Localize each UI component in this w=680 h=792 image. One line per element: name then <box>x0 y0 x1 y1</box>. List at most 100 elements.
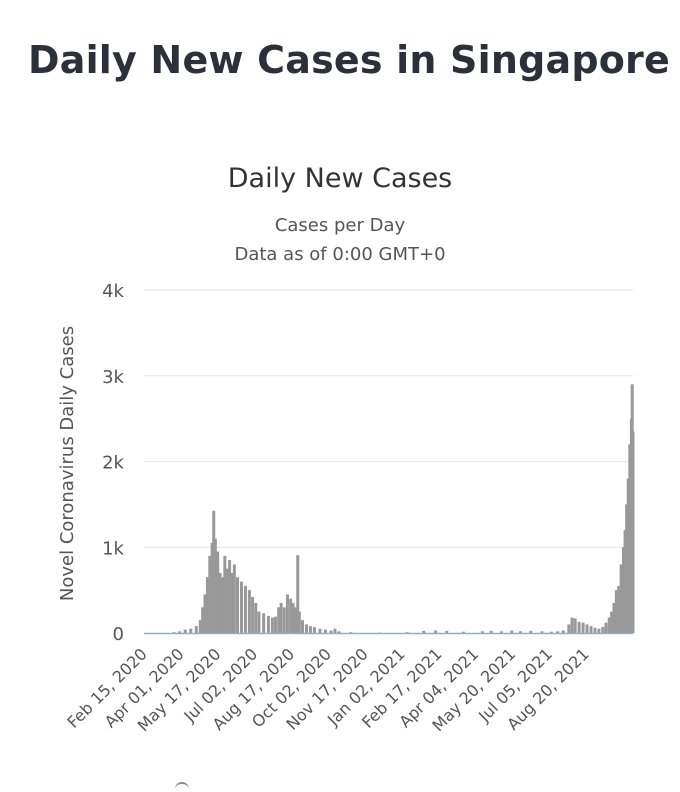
bar <box>597 628 601 633</box>
bar <box>333 628 337 633</box>
bar <box>312 626 316 633</box>
bar <box>277 607 281 633</box>
bar <box>243 585 247 633</box>
bar <box>318 628 322 633</box>
bar <box>296 555 300 633</box>
y-tick-label: 2k <box>102 453 124 474</box>
bar <box>570 617 574 633</box>
bar <box>499 631 503 633</box>
bar <box>251 596 255 633</box>
bar <box>626 478 630 633</box>
bar <box>282 607 286 633</box>
y-tick-label: 0 <box>113 624 124 645</box>
bar <box>218 572 222 633</box>
bar <box>198 620 202 633</box>
bar <box>623 530 627 633</box>
bar <box>480 631 484 633</box>
bar <box>556 631 560 633</box>
bar <box>489 630 493 633</box>
bar <box>323 629 327 633</box>
bar <box>254 602 258 633</box>
bar <box>445 630 449 633</box>
bar <box>274 616 278 633</box>
bar <box>549 631 553 633</box>
bar <box>308 626 312 633</box>
bar <box>210 542 214 633</box>
bar <box>213 538 217 633</box>
bar <box>293 607 297 633</box>
bar <box>262 613 266 633</box>
chart-subtitle: Cases per Day <box>274 215 406 236</box>
y-tick-label: 3k <box>102 367 124 388</box>
bar <box>223 555 227 633</box>
bar <box>208 555 212 633</box>
bar <box>434 630 438 633</box>
bar <box>628 444 632 633</box>
bar <box>619 564 623 633</box>
chart-title: Daily New Cases <box>227 163 453 194</box>
bar <box>301 620 305 633</box>
bar <box>593 627 597 633</box>
bar <box>266 615 270 633</box>
bar <box>172 632 176 633</box>
bar <box>581 622 585 633</box>
bar <box>212 510 216 633</box>
bar <box>225 568 229 633</box>
bar <box>567 624 571 633</box>
bar <box>510 630 514 633</box>
bar <box>201 607 205 633</box>
bar <box>247 590 251 633</box>
bar <box>203 594 207 633</box>
y-tick-label: 1k <box>102 538 124 559</box>
bar <box>529 630 533 633</box>
bar <box>631 431 635 633</box>
bar <box>239 581 243 633</box>
bar <box>589 626 593 633</box>
bar <box>270 617 274 633</box>
bar <box>285 594 289 633</box>
bar <box>585 624 589 633</box>
bar <box>422 630 426 633</box>
bar <box>607 617 611 633</box>
bar <box>614 590 618 633</box>
bar <box>178 631 182 633</box>
bar <box>405 632 409 633</box>
bar <box>194 626 198 633</box>
bar <box>183 629 187 633</box>
bar <box>621 547 625 633</box>
bar <box>279 602 283 633</box>
partial-element <box>175 782 189 792</box>
bar <box>349 632 353 633</box>
bar <box>205 577 209 633</box>
bar <box>518 631 522 633</box>
bar <box>220 577 224 633</box>
bar <box>601 626 605 633</box>
bar <box>297 611 301 633</box>
chart-data-date: Data as of 0:00 GMT+0 <box>234 244 446 265</box>
y-tick-label: 4k <box>102 281 124 302</box>
bar <box>291 602 295 633</box>
bar <box>289 598 293 633</box>
y-axis-title: Novel Coronavirus Daily Cases <box>57 326 78 601</box>
bar <box>573 618 577 633</box>
bar <box>257 611 261 633</box>
bar <box>561 630 565 633</box>
bar <box>337 631 341 633</box>
bar <box>625 504 629 633</box>
bar <box>228 560 232 633</box>
bar <box>232 564 236 633</box>
bar <box>604 622 608 633</box>
bar <box>610 611 614 633</box>
bar <box>189 628 193 633</box>
bar <box>236 577 240 633</box>
bar <box>216 551 220 633</box>
bar <box>577 621 581 633</box>
bar <box>617 585 621 633</box>
bar <box>461 631 465 633</box>
bar <box>230 572 234 633</box>
bar <box>612 602 616 633</box>
bar <box>540 631 544 633</box>
bar <box>329 630 333 633</box>
bar <box>304 624 308 633</box>
